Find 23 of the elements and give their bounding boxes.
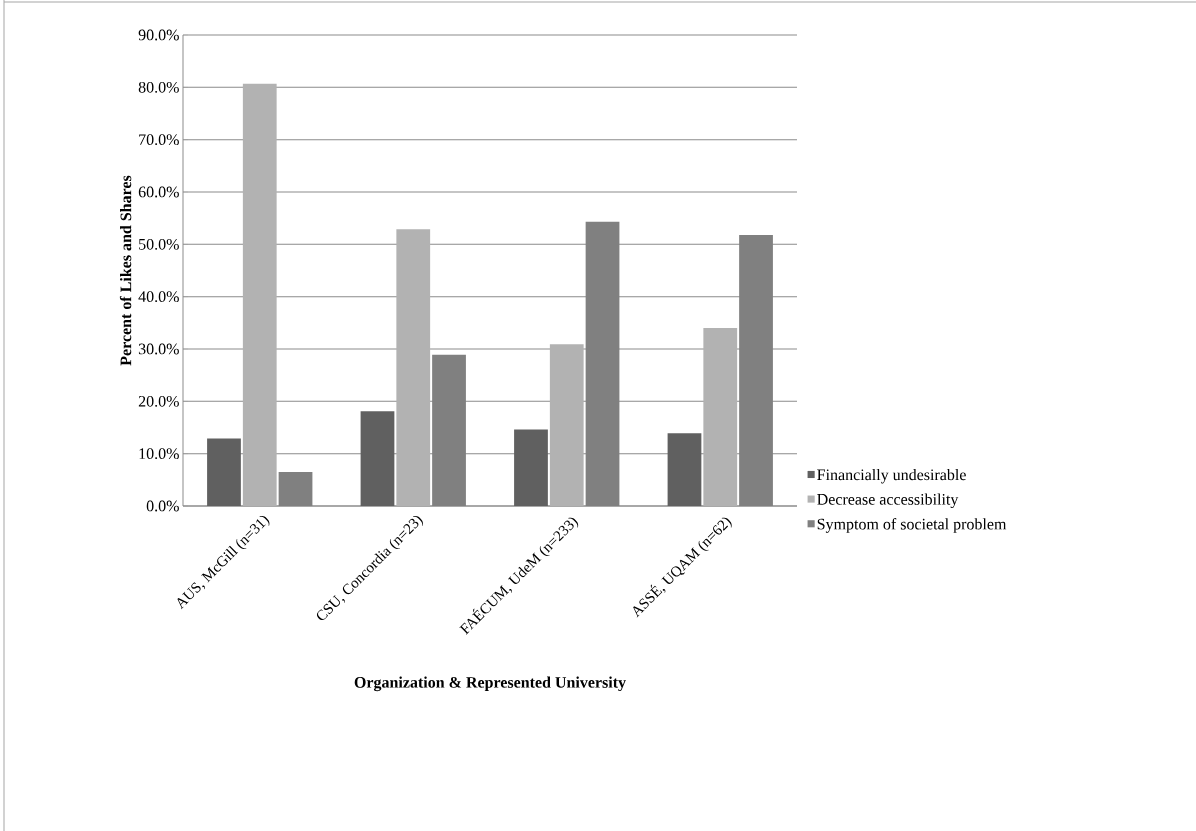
bar <box>514 429 548 506</box>
bar <box>207 438 241 506</box>
bar <box>667 433 702 506</box>
y-tick-label: 30.0% <box>138 343 179 355</box>
y-tick-label: 40.0% <box>138 291 179 303</box>
y-tick-label: 60.0% <box>138 186 179 198</box>
y-tick-label: 20.0% <box>138 395 179 407</box>
legend-label: Financially undesirable <box>817 468 966 484</box>
x-axis-title: Organization & Represented University <box>354 676 626 692</box>
y-tick-label: 70.0% <box>139 134 179 146</box>
legend-label: Decrease accessibility <box>817 493 959 509</box>
bar <box>549 344 584 506</box>
y-tick-label: 10.0% <box>139 448 179 460</box>
y-tick-label: 80.0% <box>138 81 179 93</box>
bar <box>396 229 431 506</box>
bar <box>360 411 395 506</box>
bar <box>242 83 277 506</box>
y-tick-label: 50.0% <box>139 238 179 250</box>
y-tick-label: 90.0% <box>138 29 179 41</box>
y-axis-title: Percent of Likes and Shares <box>119 175 132 366</box>
y-tick-label: 0.0% <box>146 500 179 512</box>
legend-label: Symptom of societal problem <box>817 518 1007 533</box>
bar <box>703 328 738 506</box>
